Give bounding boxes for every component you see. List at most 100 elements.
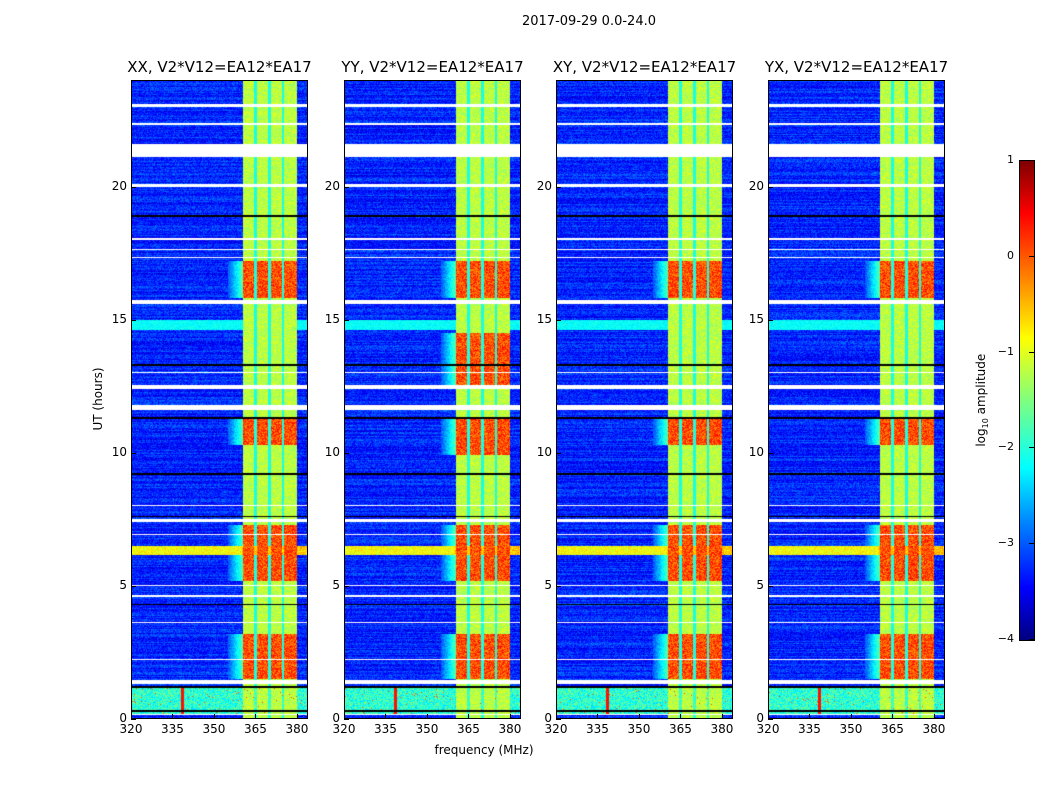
x-tick-label: 320 [544,722,568,736]
y-tick-mark [556,186,561,188]
x-tick-label: 335 [586,722,609,736]
axes-frame [131,80,308,719]
y-tick-label: 15 [324,311,340,326]
colorbar-label-sub: 10 [981,418,991,429]
y-tick-mark [131,452,136,454]
x-tick-label: 380 [285,722,309,736]
y-tick-label: 5 [756,577,764,592]
x-tick-label: 380 [498,722,522,736]
spectrogram-image [131,80,308,719]
spectrogram-image [556,80,733,719]
x-axis-label: frequency (MHz) [434,743,534,757]
spectrogram-panel-3: XY, V2*V12=EA12*EA17 320 335 350 365 380 0 5 10 1… [537,58,736,736]
x-tick-label: 320 [332,722,356,736]
colorbar-label: log10 amplitude [974,340,990,460]
x-tick-label: 335 [374,722,397,736]
x-tick-label: 350 [202,722,226,736]
axes-frame [556,80,733,719]
spectrogram-panel-2: YY, V2*V12=EA12*EA17 320 335 350 365 380 0 5 10 1… [325,58,524,736]
spectrogram-panel-4: YX, V2*V12=EA12*EA17 320 335 350 365 380 0 5 10 1… [749,58,948,736]
x-tick-label: 320 [119,722,143,736]
x-tick-mark [597,714,599,719]
y-tick-label: 20 [111,178,127,193]
spectrogram-image [768,80,945,719]
y-tick-label: 10 [111,444,127,459]
panel-title: XY, V2*V12=EA12*EA17 [552,58,737,76]
colorbar-tick-mark [1029,639,1034,640]
x-tick-mark [344,714,345,719]
y-tick-label: 5 [332,577,340,592]
y-tick-mark [768,452,773,454]
y-tick-mark [344,186,349,188]
x-tick-label: 335 [161,722,184,736]
y-tick-label: 0 [756,711,764,725]
x-tick-label: 365 [669,722,692,736]
x-tick-mark [296,714,298,719]
y-tick-label: 20 [536,178,552,193]
y-tick-mark [768,186,773,188]
panel-title: YX, V2*V12=EA12*EA17 [764,58,949,76]
y-tick-label: 10 [324,444,340,459]
y-tick-label: 10 [748,444,764,459]
x-tick-label: 350 [839,722,863,736]
x-tick-label: 365 [244,722,267,736]
x-tick-mark [131,714,132,719]
y-tick-label: 0 [544,711,552,725]
y-tick-mark [344,452,349,454]
y-tick-mark [768,719,773,720]
x-tick-mark [509,714,511,719]
x-tick-mark [385,714,387,719]
panel-title: YY, V2*V12=EA12*EA17 [341,58,524,76]
axes-frame [768,80,945,719]
y-tick-label: 15 [748,311,764,326]
y-tick-mark [556,452,561,454]
x-tick-label: 365 [881,722,904,736]
colorbar-label-rest: amplitude [973,353,988,419]
x-tick-mark [809,714,811,719]
colorbar-tick-label: −2 [997,440,1014,454]
x-tick-mark [850,714,852,719]
y-tick-mark [768,585,773,587]
y-tick-label: 20 [324,178,340,193]
colorbar-tick-label: 1 [1007,153,1014,166]
colorbar-tick-label: −1 [997,344,1014,358]
x-tick-mark [172,714,174,719]
y-tick-label: 5 [119,577,127,592]
colorbar-tick-label: 0 [1007,248,1014,262]
y-tick-label: 0 [332,711,340,725]
colorbar [1019,160,1035,641]
colorbar-tick-mark [1029,255,1034,257]
panel-title: XX, V2*V12=EA12*EA17 [127,58,312,76]
x-tick-mark [768,714,769,719]
x-tick-mark [680,714,682,719]
y-axis-label: UT (hours) [91,367,105,431]
x-tick-mark [255,714,257,719]
y-tick-mark [344,585,349,587]
y-tick-mark [344,319,349,321]
x-tick-mark [468,714,470,719]
y-tick-label: 10 [536,444,552,459]
x-tick-mark [213,714,215,719]
y-tick-label: 15 [111,311,127,326]
axes-frame [344,80,521,719]
y-tick-mark [131,186,136,188]
x-tick-label: 380 [710,722,734,736]
colorbar-tick-mark [1029,543,1034,545]
y-tick-label: 0 [119,711,127,725]
y-tick-mark [556,719,561,720]
colorbar-label-log: log [973,428,988,447]
spectrogram-image [344,80,521,719]
y-tick-label: 15 [536,311,552,326]
y-tick-mark [556,319,561,321]
x-tick-label: 350 [627,722,651,736]
y-tick-label: 5 [544,577,552,592]
x-tick-label: 365 [457,722,480,736]
x-tick-label: 350 [415,722,439,736]
y-tick-mark [556,585,561,587]
x-tick-mark [721,714,723,719]
colorbar-tick-mark [1029,447,1034,449]
x-tick-mark [556,714,557,719]
colorbar-tick-label: −4 [997,632,1014,645]
y-tick-mark [131,719,136,720]
x-tick-mark [892,714,894,719]
